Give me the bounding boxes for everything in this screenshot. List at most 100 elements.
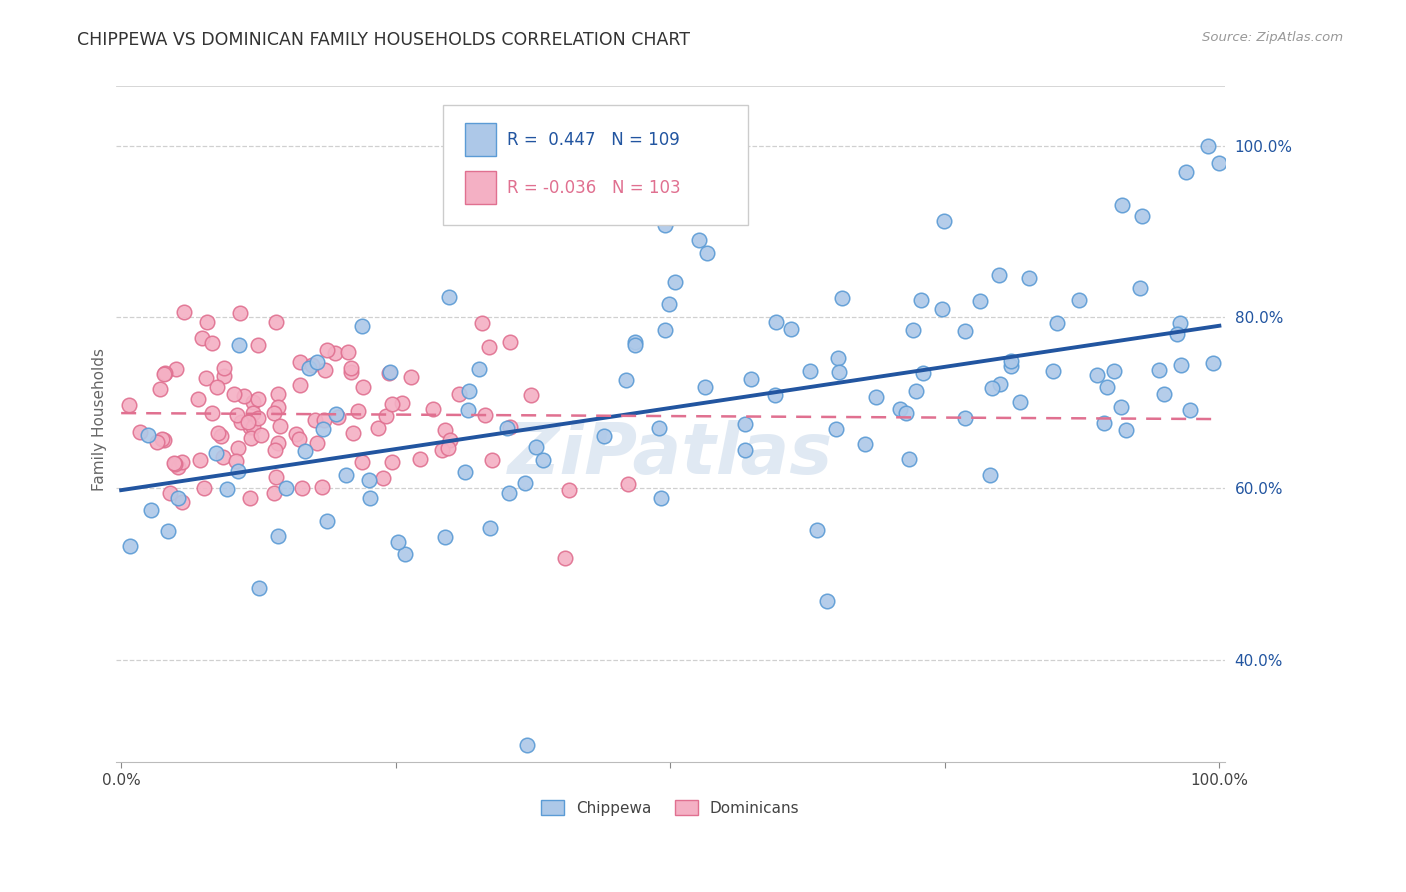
Point bbox=[288, 377, 311, 392]
Point bbox=[153, 366, 176, 380]
Point bbox=[434, 423, 457, 437]
Point bbox=[150, 433, 173, 447]
Point bbox=[214, 360, 236, 375]
Point bbox=[430, 442, 453, 457]
Point bbox=[827, 351, 849, 365]
Point bbox=[955, 411, 977, 425]
Point bbox=[394, 547, 416, 561]
Point bbox=[212, 369, 235, 384]
Point bbox=[1170, 317, 1192, 331]
Point bbox=[1092, 416, 1115, 430]
Point bbox=[664, 275, 686, 289]
Text: R = -0.036   N = 103: R = -0.036 N = 103 bbox=[508, 178, 681, 197]
Point bbox=[312, 413, 335, 427]
Point bbox=[496, 420, 519, 434]
Point bbox=[226, 463, 249, 477]
Point bbox=[170, 455, 193, 469]
Point bbox=[242, 420, 264, 434]
Point bbox=[650, 491, 672, 505]
Point bbox=[558, 483, 581, 497]
Point bbox=[294, 444, 316, 458]
Bar bbox=[465, 123, 496, 156]
Point bbox=[1042, 364, 1064, 378]
Point bbox=[478, 340, 501, 354]
Point bbox=[170, 495, 193, 509]
Point bbox=[335, 468, 357, 483]
Point bbox=[911, 367, 934, 381]
Point bbox=[457, 384, 479, 399]
Point bbox=[136, 427, 159, 442]
Point bbox=[228, 338, 250, 352]
Point bbox=[367, 421, 389, 435]
Point bbox=[195, 315, 218, 329]
Point bbox=[250, 428, 273, 442]
Point bbox=[979, 468, 1001, 483]
Point bbox=[298, 360, 321, 375]
Point bbox=[374, 409, 396, 423]
Point bbox=[1067, 293, 1090, 308]
Point bbox=[554, 550, 576, 565]
Point bbox=[193, 481, 215, 495]
Point bbox=[231, 415, 253, 429]
Point bbox=[1166, 326, 1188, 341]
Point bbox=[1170, 358, 1192, 372]
Point bbox=[734, 417, 756, 431]
Point bbox=[1178, 403, 1201, 417]
Point bbox=[765, 316, 787, 330]
Point bbox=[284, 427, 307, 442]
Point bbox=[291, 481, 314, 495]
Point bbox=[1111, 400, 1133, 414]
Point bbox=[422, 401, 444, 416]
Point bbox=[763, 388, 786, 402]
Point bbox=[688, 233, 710, 247]
Point bbox=[1046, 316, 1069, 330]
Point bbox=[314, 362, 336, 376]
Point bbox=[648, 421, 671, 435]
Point bbox=[163, 456, 186, 470]
Point bbox=[187, 392, 209, 406]
Point bbox=[226, 408, 249, 422]
Point bbox=[263, 486, 285, 500]
Point bbox=[264, 315, 287, 329]
Point bbox=[288, 432, 311, 446]
Point bbox=[264, 442, 287, 457]
Point bbox=[336, 345, 359, 359]
Point bbox=[350, 318, 373, 333]
Point bbox=[340, 360, 363, 375]
Point bbox=[323, 346, 346, 360]
Point bbox=[806, 523, 828, 537]
Point bbox=[1000, 353, 1022, 368]
Point bbox=[269, 419, 291, 434]
Point bbox=[479, 521, 502, 535]
Point bbox=[153, 433, 176, 447]
Point bbox=[173, 304, 195, 318]
Point bbox=[1018, 270, 1040, 285]
Point bbox=[988, 268, 1011, 282]
Point bbox=[266, 470, 288, 484]
Point bbox=[207, 426, 229, 441]
Point bbox=[799, 364, 821, 378]
Point bbox=[195, 371, 218, 385]
Point bbox=[167, 491, 190, 505]
Point bbox=[454, 465, 477, 479]
Point bbox=[1208, 156, 1230, 170]
Point bbox=[242, 394, 264, 409]
Point bbox=[865, 391, 887, 405]
Point bbox=[1149, 362, 1171, 376]
Point bbox=[263, 406, 285, 420]
Point bbox=[894, 406, 917, 420]
Point bbox=[955, 324, 977, 338]
Point bbox=[931, 302, 953, 317]
Point bbox=[153, 367, 176, 381]
Point bbox=[342, 425, 364, 440]
Point bbox=[239, 420, 262, 434]
Point bbox=[531, 453, 554, 467]
Point bbox=[932, 214, 955, 228]
Point bbox=[247, 337, 270, 351]
Point bbox=[301, 359, 323, 373]
Point bbox=[352, 380, 374, 394]
Point bbox=[658, 296, 681, 310]
Point bbox=[1097, 380, 1119, 394]
Point bbox=[1085, 368, 1108, 382]
Point bbox=[288, 355, 311, 369]
